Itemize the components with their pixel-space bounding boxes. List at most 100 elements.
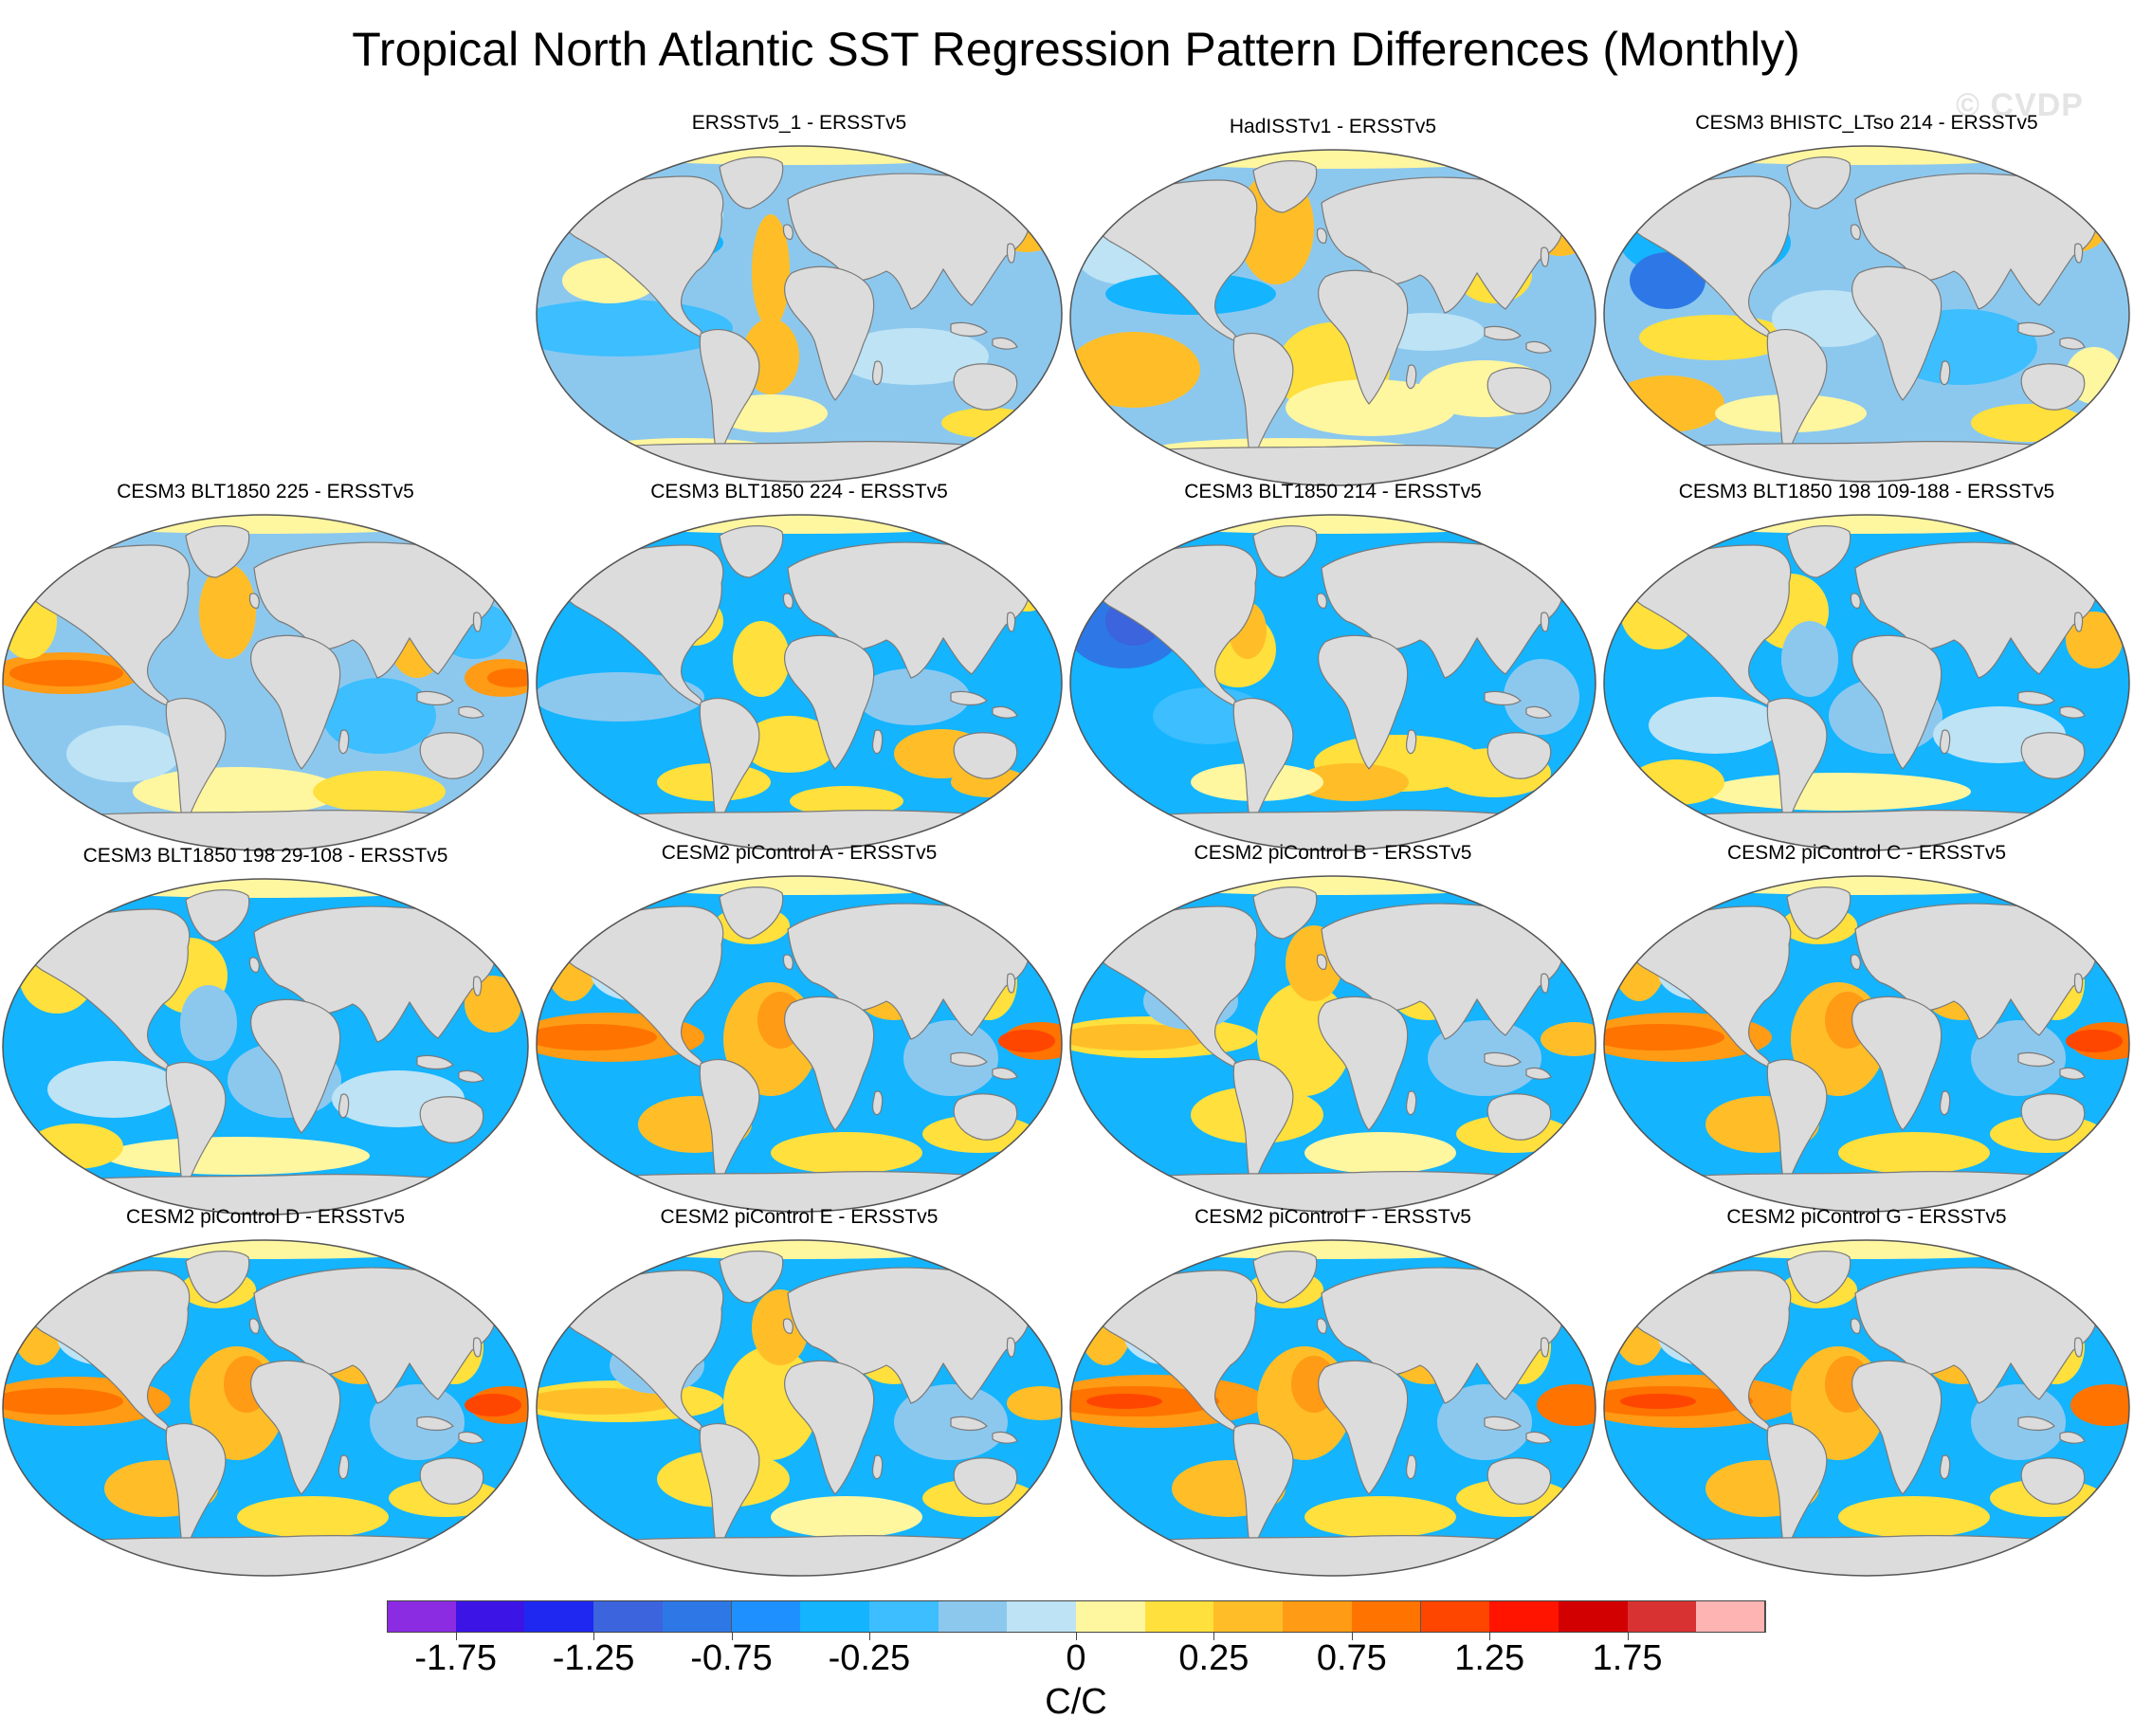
panel-title: CESM3 BLT1850 214 - ERSSTv5 [1184, 481, 1482, 503]
land-mass [2073, 243, 2084, 264]
anomaly-region [856, 668, 970, 725]
land-mass [26, 908, 191, 1071]
land-mass [872, 1454, 884, 1480]
map-outline [1069, 514, 1596, 851]
land-mass [1786, 1251, 1851, 1304]
panel-title: HadISSTv1 - ERSSTv5 [1229, 116, 1437, 137]
land-mass [2020, 363, 2086, 411]
difference-map [536, 145, 1063, 483]
land-mass [1317, 634, 1409, 770]
anomaly-region [1086, 1240, 1579, 1259]
colorbar-tick [593, 1633, 595, 1640]
difference-map [1603, 1239, 2130, 1577]
map-outline [536, 1239, 1063, 1577]
anomaly-region [1649, 697, 1781, 754]
colorbar-tick-label: 1.25 [1454, 1638, 1525, 1678]
anomaly-region [771, 1132, 922, 1174]
anomaly-region [1537, 1384, 1596, 1426]
land-mass [419, 732, 484, 779]
anomaly-region [733, 621, 790, 697]
land-mass [872, 1090, 884, 1116]
land-mass [953, 1093, 1018, 1141]
colorbar-tick-label: -0.25 [828, 1638, 911, 1678]
anomaly-region [1086, 876, 1579, 895]
map-panel: ERSSTv5_1 - ERSSTv5 [534, 112, 1065, 491]
anomaly-region [19, 879, 512, 898]
anomaly-region [1838, 1496, 1990, 1538]
anomaly-region [1620, 1394, 1696, 1409]
land-mass [950, 1416, 988, 1432]
difference-map [2, 514, 529, 851]
land-mass [1317, 269, 1409, 405]
colorbar-tick-label: -0.75 [690, 1638, 773, 1678]
colorbar-tick-label: -1.25 [552, 1638, 635, 1678]
land-mass [1940, 729, 1951, 755]
land-mass [165, 1062, 227, 1194]
difference-map [536, 875, 1063, 1213]
map-panel: CESM3 BLT1850 214 - ERSSTv5 [1067, 481, 1598, 860]
colorbar-swatch [1420, 1600, 1491, 1633]
anomaly-region [1304, 1132, 1456, 1174]
land-mass [1484, 690, 1522, 706]
land-mass [1484, 325, 1522, 341]
land-mass [458, 1431, 484, 1444]
colorbar-swatch [868, 1600, 939, 1633]
land-mass [1850, 593, 1861, 609]
anomaly-region [313, 771, 446, 813]
land-mass [2017, 1416, 2055, 1432]
map-panel: CESM3 BLT1850 225 - ERSSTv5 [0, 481, 531, 860]
land-mass [1484, 1416, 1522, 1432]
land-mass [1766, 1423, 1828, 1555]
map-outline [1603, 145, 2130, 483]
land-mass [559, 1270, 724, 1433]
land-mass [699, 1059, 760, 1191]
anomaly-region [553, 1240, 1046, 1259]
colorbar-swatch [1696, 1600, 1766, 1633]
land-mass [950, 1051, 988, 1068]
land-mass [992, 337, 1018, 350]
land-mass [1484, 1051, 1522, 1068]
anomaly-region [1620, 146, 2113, 165]
difference-map [536, 514, 1063, 851]
land-mass [1851, 265, 1942, 401]
land-mass [2059, 1431, 2086, 1444]
map-outline [1603, 514, 2130, 851]
land-mass [1525, 1431, 1552, 1444]
land-mass [26, 1270, 191, 1433]
panel-title: ERSSTv5_1 - ERSSTv5 [691, 112, 907, 134]
difference-map [1603, 875, 2130, 1213]
land-mass [1006, 1337, 1016, 1358]
land-mass [1093, 544, 1258, 707]
land-mass [2073, 1337, 2084, 1358]
land-mass [1851, 1360, 1942, 1495]
colorbar-units: C/C [1045, 1682, 1107, 1722]
anomaly-region [237, 1496, 389, 1538]
land-mass [1486, 367, 1552, 414]
difference-map [1069, 875, 1596, 1213]
difference-map [1069, 149, 1596, 486]
land-mass [559, 905, 724, 1069]
anomaly-region [1620, 1240, 2113, 1259]
land-mass [1232, 1059, 1294, 1191]
colorbar-tick [1076, 1633, 1077, 1640]
panel-title: CESM2 piControl B - ERSSTv5 [1194, 842, 1472, 864]
land-mass [472, 612, 483, 632]
land-mass [1406, 729, 1417, 755]
land-mass [338, 1454, 350, 1480]
anomaly-region [465, 1394, 521, 1416]
anomaly-region [1620, 515, 2113, 534]
anomaly-region [1070, 332, 1200, 408]
anomaly-region [1620, 876, 2113, 895]
colorbar-tick-label: -1.75 [414, 1638, 497, 1678]
difference-map [2, 878, 529, 1215]
anomaly-region [19, 1240, 512, 1259]
map-outline [536, 875, 1063, 1213]
colorbar-swatch [524, 1600, 595, 1633]
panel-title: CESM3 BLT1850 224 - ERSSTv5 [650, 481, 948, 503]
land-mass [1940, 1090, 1951, 1116]
land-mass [248, 1318, 260, 1334]
anomaly-region [104, 1137, 370, 1175]
map-panel: CESM3 BLT1850 198 109-188 - ERSSTv5 [1601, 481, 2132, 860]
panel-title: CESM2 piControl E - ERSSTv5 [660, 1206, 939, 1228]
anomaly-region [180, 985, 237, 1061]
